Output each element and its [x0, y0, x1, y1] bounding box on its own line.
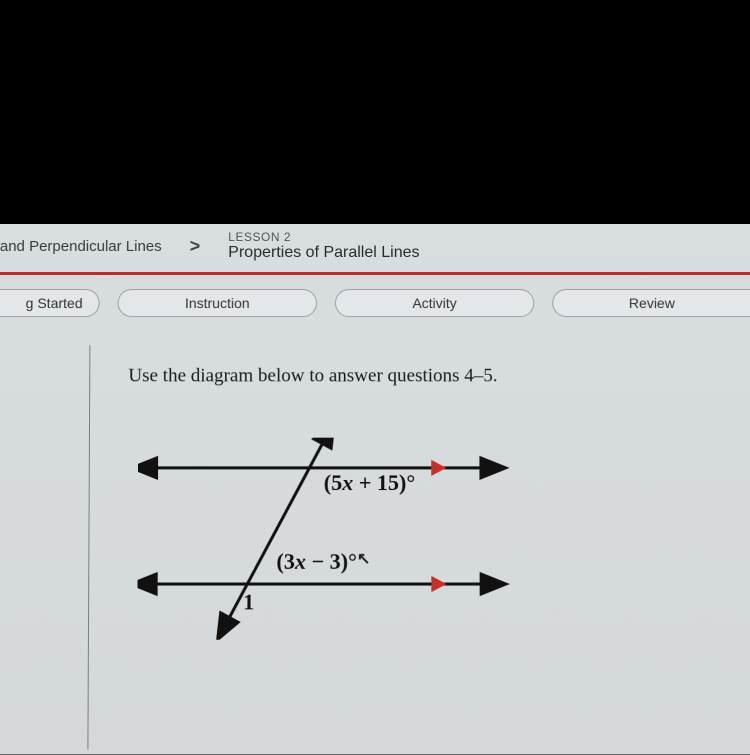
- parallel-marker-bottom-icon: [431, 576, 446, 592]
- tab-getting-started[interactable]: g Started: [0, 289, 100, 317]
- app-screen: and Perpendicular Lines > LESSON 2 Prope…: [0, 224, 750, 755]
- lesson-title: Properties of Parallel Lines: [228, 244, 419, 262]
- tab-row: g Started Instruction Activity Review: [0, 285, 750, 327]
- parallel-marker-top-icon: [431, 460, 446, 476]
- tab-instruction[interactable]: Instruction: [118, 289, 317, 317]
- angle-label-1: 1: [243, 589, 254, 615]
- diagram-svg: [137, 438, 520, 640]
- angle-label-top: (5x + 15)°: [324, 470, 415, 496]
- cursor-icon: ↖: [357, 549, 370, 569]
- angle-label-mid: (3x − 3)° ↖: [276, 549, 356, 575]
- breadcrumb-prev[interactable]: and Perpendicular Lines: [0, 237, 162, 254]
- tab-activity[interactable]: Activity: [335, 289, 534, 317]
- divider-line: [0, 272, 750, 275]
- parallel-lines-diagram: (5x + 15)° (3x − 3)° ↖ 1: [137, 438, 520, 640]
- lesson-number: LESSON 2: [228, 230, 419, 244]
- tab-review[interactable]: Review: [552, 289, 750, 317]
- breadcrumb-current[interactable]: LESSON 2 Properties of Parallel Lines: [228, 230, 419, 262]
- chevron-right-icon: >: [190, 235, 201, 256]
- content-area: Use the diagram below to answer question…: [87, 345, 750, 749]
- instruction-text: Use the diagram below to answer question…: [128, 365, 731, 387]
- breadcrumb: and Perpendicular Lines > LESSON 2 Prope…: [0, 224, 750, 272]
